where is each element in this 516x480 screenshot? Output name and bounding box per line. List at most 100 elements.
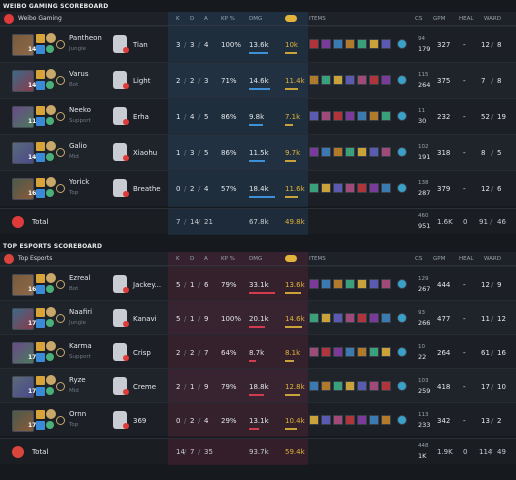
- player-row[interactable]: 16 Ezreal Bot Jackey... 5/1/6 79% 33.1k 13.6k 12…: [0, 266, 516, 301]
- item-slot-icon[interactable]: [357, 183, 367, 193]
- item-slot-icon[interactable]: [309, 75, 319, 85]
- item-slot-icon[interactable]: [369, 313, 379, 323]
- champion-portrait[interactable]: [12, 142, 34, 164]
- item-slot-icon[interactable]: [369, 183, 379, 193]
- item-slot-icon[interactable]: [333, 279, 343, 289]
- item-slot-icon[interactable]: [345, 279, 355, 289]
- item-slot-icon[interactable]: [333, 111, 343, 121]
- header-k[interactable]: K: [176, 16, 180, 22]
- player-name[interactable]: Breathe: [133, 185, 161, 193]
- header-ward[interactable]: WARD: [484, 16, 501, 22]
- header-cs[interactable]: CS: [415, 16, 423, 22]
- champion-portrait[interactable]: [12, 178, 34, 200]
- item-slot-icon[interactable]: [333, 381, 343, 391]
- gold-icon[interactable]: [285, 15, 297, 22]
- player-row[interactable]: 16 Yorick Top Breathe 0/2/4 57% 18.4k 11.6k 138 2…: [0, 170, 516, 207]
- item-slot-icon[interactable]: [309, 39, 319, 49]
- item-slot-icon[interactable]: [369, 381, 379, 391]
- trinket-icon[interactable]: [397, 111, 407, 121]
- item-slot-icon[interactable]: [309, 279, 319, 289]
- header-ward[interactable]: WARD: [484, 256, 501, 262]
- trinket-icon[interactable]: [397, 415, 407, 425]
- item-slot-icon[interactable]: [357, 111, 367, 121]
- item-slot-icon[interactable]: [321, 415, 331, 425]
- header-items[interactable]: ITEMS: [309, 16, 326, 22]
- header-dmg[interactable]: DMG: [249, 256, 263, 262]
- item-slot-icon[interactable]: [381, 347, 391, 357]
- trinket-icon[interactable]: [397, 313, 407, 323]
- header-gpm[interactable]: GPM: [433, 256, 446, 262]
- item-slot-icon[interactable]: [381, 75, 391, 85]
- item-slot-icon[interactable]: [321, 313, 331, 323]
- trinket-icon[interactable]: [397, 381, 407, 391]
- header-a[interactable]: A: [204, 256, 208, 262]
- item-slot-icon[interactable]: [333, 147, 343, 157]
- item-slot-icon[interactable]: [321, 111, 331, 121]
- item-slot-icon[interactable]: [321, 39, 331, 49]
- champion-portrait[interactable]: [12, 106, 34, 128]
- item-slot-icon[interactable]: [345, 381, 355, 391]
- player-row[interactable]: 11 Neeko Support Erha 1/4/5 86% 9.8k 7.1k 11 30 23…: [0, 98, 516, 135]
- item-slot-icon[interactable]: [321, 147, 331, 157]
- item-slot-icon[interactable]: [345, 313, 355, 323]
- header-kp[interactable]: KP %: [221, 16, 235, 22]
- item-slot-icon[interactable]: [357, 313, 367, 323]
- trinket-icon[interactable]: [397, 183, 407, 193]
- player-row[interactable]: 14 Pantheon Jungle Tian 3/3/4 100% 13.6k 10k 94 1…: [0, 26, 516, 63]
- player-row[interactable]: 17 Ornn Top 369 0/2/4 29% 13.1k 10.4k 113 233 342-…: [0, 402, 516, 437]
- player-name[interactable]: 369: [133, 417, 147, 425]
- item-slot-icon[interactable]: [357, 415, 367, 425]
- player-name[interactable]: Tian: [133, 41, 148, 49]
- item-slot-icon[interactable]: [309, 313, 319, 323]
- item-slot-icon[interactable]: [381, 111, 391, 121]
- player-name[interactable]: Erha: [133, 113, 149, 121]
- header-gpm[interactable]: GPM: [433, 16, 446, 22]
- item-slot-icon[interactable]: [381, 381, 391, 391]
- item-slot-icon[interactable]: [381, 415, 391, 425]
- item-slot-icon[interactable]: [309, 347, 319, 357]
- item-slot-icon[interactable]: [381, 147, 391, 157]
- header-cs[interactable]: CS: [415, 256, 423, 262]
- item-slot-icon[interactable]: [321, 183, 331, 193]
- gold-icon[interactable]: [285, 255, 297, 262]
- item-slot-icon[interactable]: [381, 39, 391, 49]
- item-slot-icon[interactable]: [309, 147, 319, 157]
- item-slot-icon[interactable]: [345, 75, 355, 85]
- player-name[interactable]: Crisp: [133, 349, 151, 357]
- header-k[interactable]: K: [176, 256, 180, 262]
- champion-portrait[interactable]: [12, 376, 34, 398]
- item-slot-icon[interactable]: [357, 75, 367, 85]
- item-slot-icon[interactable]: [309, 415, 319, 425]
- champion-portrait[interactable]: [12, 34, 34, 56]
- item-slot-icon[interactable]: [345, 147, 355, 157]
- player-name[interactable]: Xiaohu: [133, 149, 158, 157]
- item-slot-icon[interactable]: [381, 279, 391, 289]
- item-slot-icon[interactable]: [333, 313, 343, 323]
- item-slot-icon[interactable]: [369, 75, 379, 85]
- item-slot-icon[interactable]: [381, 313, 391, 323]
- item-slot-icon[interactable]: [309, 183, 319, 193]
- item-slot-icon[interactable]: [381, 183, 391, 193]
- header-heal[interactable]: HEAL: [459, 16, 474, 22]
- item-slot-icon[interactable]: [345, 39, 355, 49]
- trinket-icon[interactable]: [397, 39, 407, 49]
- player-name[interactable]: Kanavi: [133, 315, 157, 323]
- item-slot-icon[interactable]: [345, 415, 355, 425]
- player-name[interactable]: Light: [133, 77, 151, 85]
- item-slot-icon[interactable]: [321, 279, 331, 289]
- trinket-icon[interactable]: [397, 347, 407, 357]
- item-slot-icon[interactable]: [369, 415, 379, 425]
- champion-portrait[interactable]: [12, 410, 34, 432]
- header-a[interactable]: A: [204, 16, 208, 22]
- item-slot-icon[interactable]: [345, 347, 355, 357]
- item-slot-icon[interactable]: [345, 183, 355, 193]
- item-slot-icon[interactable]: [357, 279, 367, 289]
- champion-portrait[interactable]: [12, 70, 34, 92]
- player-row[interactable]: 14 Varus Bot Light 2/2/3 71% 14.6k 11.4k 115 264 3…: [0, 62, 516, 99]
- item-slot-icon[interactable]: [369, 279, 379, 289]
- header-d[interactable]: D: [190, 16, 195, 22]
- header-dmg[interactable]: DMG: [249, 16, 263, 22]
- item-slot-icon[interactable]: [369, 39, 379, 49]
- item-slot-icon[interactable]: [309, 381, 319, 391]
- item-slot-icon[interactable]: [309, 111, 319, 121]
